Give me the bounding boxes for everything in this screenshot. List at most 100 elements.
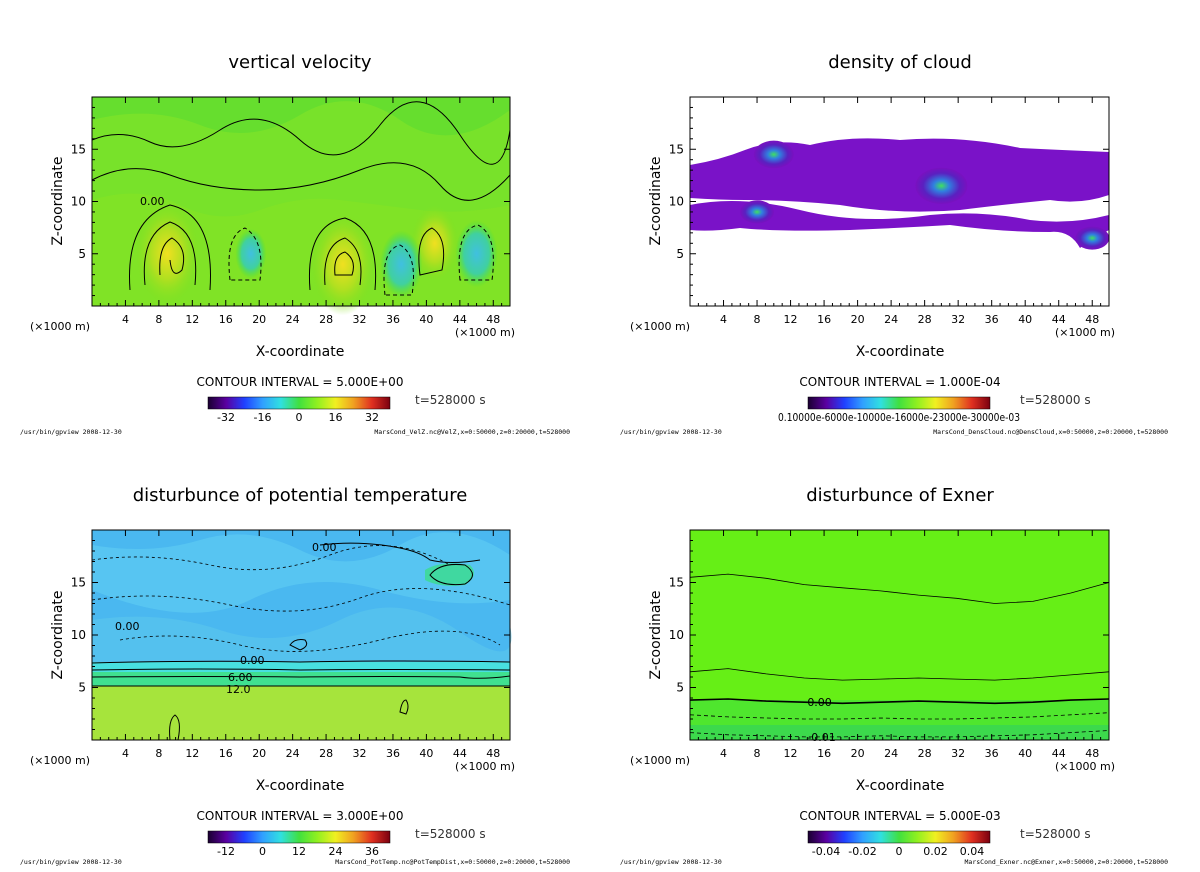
field-patch <box>92 607 512 662</box>
updraft-cell <box>134 202 200 305</box>
panel-vertical-velocity: vertical velocity 0.00 <box>20 52 570 436</box>
y-tick-label: 10 <box>669 628 684 642</box>
colorbar-tick-label: 16 <box>329 411 343 424</box>
panel-potential-temperature: disturbunce of potential temperature <box>20 485 570 866</box>
contour-line <box>91 675 511 679</box>
x-unit-right: (×1000 m) <box>1055 760 1115 773</box>
cloud-core <box>915 167 968 205</box>
contour-line <box>308 217 377 291</box>
x-axis-label: X-coordinate <box>256 778 345 794</box>
y-tick-label: 10 <box>71 195 86 209</box>
footer-left: /usr/bin/gpview 2008-12-30 <box>20 858 122 866</box>
contour-line <box>429 564 473 586</box>
x-unit-left: (×1000 m) <box>630 320 690 333</box>
contour-label: -0.01 <box>807 731 835 744</box>
contour-label: 0.00 <box>240 654 265 667</box>
y-tick-label: 5 <box>78 681 86 695</box>
contour-interval: CONTOUR INTERVAL = 5.000E-03 <box>799 809 1000 823</box>
colorbar-tick-label: 24 <box>329 845 343 858</box>
downdraft-cell <box>380 230 423 298</box>
contour-label: 0.00 <box>312 541 337 554</box>
colorbar-tick-label: -12 <box>217 845 235 858</box>
x-tick-label: 4 <box>720 747 727 760</box>
y-ticks: 5 10 15 <box>669 106 1109 297</box>
cloud-core <box>1075 226 1110 250</box>
field-upper-band <box>92 97 510 136</box>
x-tick-label: 20 <box>851 747 865 760</box>
colorbar-tick-label: -16 <box>254 411 272 424</box>
panel-title: vertical velocity <box>228 52 372 73</box>
x-unit-left: (×1000 m) <box>30 754 90 767</box>
x-tick-label: 24 <box>884 313 898 326</box>
x-tick-label: 32 <box>353 313 367 326</box>
contour-line <box>91 162 511 201</box>
y-tick-label: 15 <box>669 576 684 590</box>
plot-area <box>689 96 1110 307</box>
downdraft-cell <box>455 220 498 288</box>
time-label: t=528000 s <box>415 827 486 841</box>
x-tick-label: 40 <box>1018 313 1032 326</box>
cloud-layer-upper <box>690 138 1109 212</box>
contour-line <box>334 251 354 276</box>
x-tick-label: 36 <box>985 747 999 760</box>
colorbar-tick-label: 32 <box>365 411 379 424</box>
colorbar-tick-label: 0 <box>259 845 266 858</box>
footer-right: MarsCond_DensCloud.nc@DensCloud,x=0:5000… <box>933 428 1168 436</box>
x-ticks: 4 8 12 16 20 24 28 32 36 40 44 48 <box>99 530 503 760</box>
field-patch <box>92 532 510 613</box>
colorbar-ticks: -32 -16 0 16 32 <box>217 411 379 424</box>
footer-left: /usr/bin/gpview 2008-12-30 <box>20 428 122 436</box>
cloud-core <box>740 200 775 224</box>
colorbar-tick-label: 0 <box>896 845 903 858</box>
cloud-layer-lower <box>690 201 1109 248</box>
contour-line <box>228 227 262 281</box>
contour-line <box>91 668 511 671</box>
x-tick-label: 36 <box>386 747 400 760</box>
x-tick-label: 40 <box>419 313 433 326</box>
contour-line <box>129 204 211 291</box>
layer-band <box>92 672 510 686</box>
time-label: t=528000 s <box>1020 393 1091 407</box>
x-unit-right: (×1000 m) <box>455 326 515 339</box>
x-tick-label: 12 <box>185 747 199 760</box>
footer-right: MarsCond_VelZ.nc@VelZ,x=0:50000,z=0:2000… <box>374 428 570 436</box>
contour-label: 0.00 <box>115 620 140 633</box>
y-tick-label: 5 <box>78 247 86 261</box>
x-ticks: 4 8 12 16 20 24 28 32 36 40 44 48 <box>697 97 1102 326</box>
contour-line <box>91 101 511 165</box>
x-tick-label: 44 <box>1052 747 1066 760</box>
x-tick-label: 44 <box>453 747 467 760</box>
updraft-cell <box>310 213 376 316</box>
footer-left: /usr/bin/gpview 2008-12-30 <box>620 858 722 866</box>
contour-line <box>119 630 501 652</box>
contour-line <box>169 714 180 741</box>
contour-lines <box>91 101 511 291</box>
x-tick-label: 48 <box>1085 313 1099 326</box>
contour-lines <box>91 542 511 741</box>
x-tick-label: 12 <box>185 313 199 326</box>
x-tick-label: 36 <box>386 313 400 326</box>
x-tick-label: 32 <box>951 313 965 326</box>
contour-line <box>689 668 1110 681</box>
x-unit-left: (×1000 m) <box>30 320 90 333</box>
x-tick-label: 12 <box>784 313 798 326</box>
contour-line <box>458 224 494 281</box>
y-tick-label: 15 <box>669 142 684 156</box>
x-tick-label: 8 <box>155 313 162 326</box>
contour-interval: CONTOUR INTERVAL = 3.000E+00 <box>197 809 404 823</box>
y-axis-label: Z-coordinate <box>648 156 664 245</box>
y-tick-label: 15 <box>71 576 86 590</box>
y-axis-label: Z-coordinate <box>50 590 66 679</box>
x-tick-label: 4 <box>720 313 727 326</box>
x-tick-label: 28 <box>319 747 333 760</box>
x-unit-right: (×1000 m) <box>455 760 515 773</box>
negative-contours <box>228 224 494 296</box>
colorbar-tick-label: -0.02 <box>848 845 876 858</box>
colorbar-tick-label: -0.04 <box>812 845 840 858</box>
contour-label: 6.00 <box>228 671 253 684</box>
y-tick-label: 5 <box>676 681 684 695</box>
y-tick-label: 10 <box>71 628 86 642</box>
